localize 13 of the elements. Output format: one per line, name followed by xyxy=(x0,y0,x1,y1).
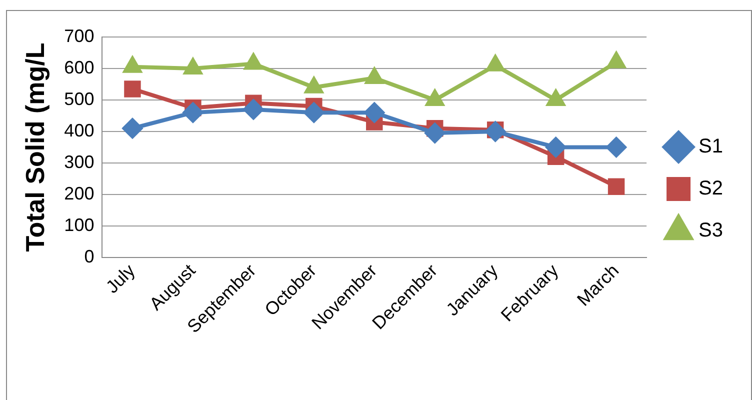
y-tick-label: 500 xyxy=(64,88,94,109)
y-tick-label: 200 xyxy=(64,183,94,204)
y-axis-title: Total Solid (mg/L xyxy=(20,42,50,252)
y-tick-label: 0 xyxy=(84,246,94,266)
y-tick-label: 100 xyxy=(64,214,94,235)
legend-label: S1 xyxy=(698,136,724,158)
y-tick-label: 600 xyxy=(64,57,94,78)
y-tick-label: 700 xyxy=(64,26,94,46)
x-tick-label: July xyxy=(102,260,139,298)
legend-label: S2 xyxy=(698,178,724,200)
y-tick-label: 400 xyxy=(64,120,94,140)
legend-label: S3 xyxy=(698,220,724,242)
y-tick-label: 300 xyxy=(64,152,94,172)
